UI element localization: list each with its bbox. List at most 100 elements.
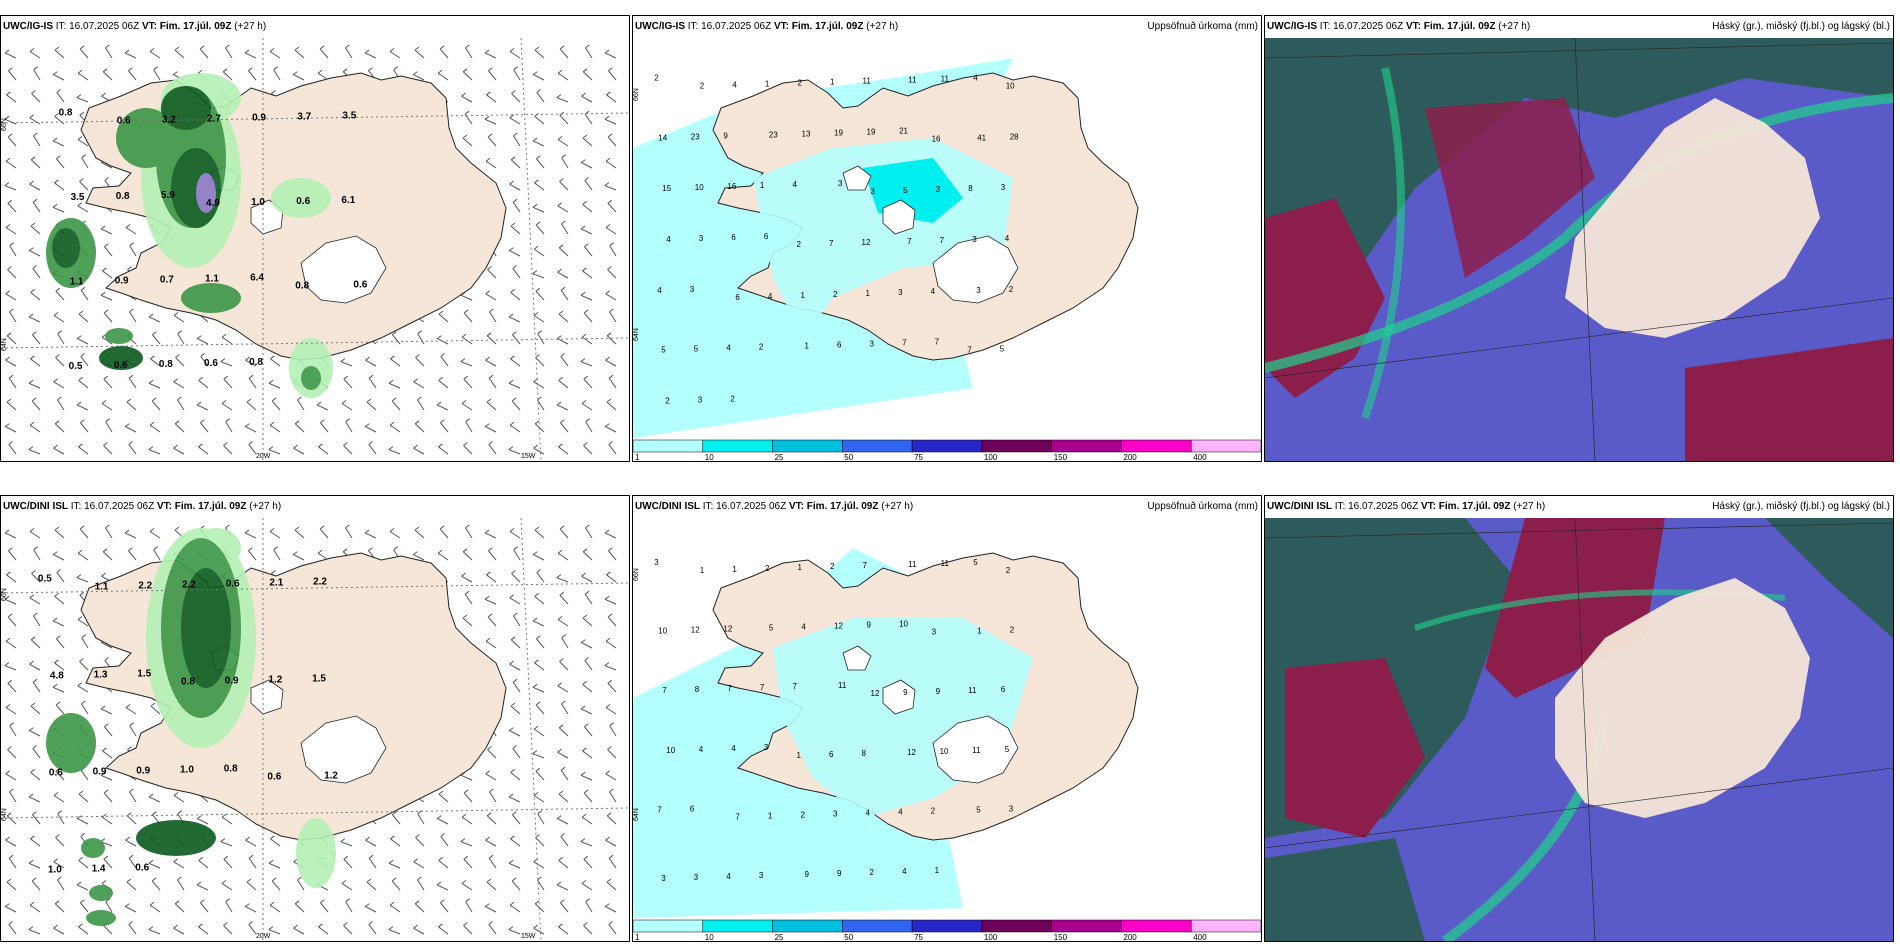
wind-barb <box>174 903 185 913</box>
wind-barb-feather <box>125 704 131 708</box>
wind-barb <box>607 202 617 213</box>
precip-value-label: 7 <box>829 239 834 248</box>
wind-barb-feather <box>152 331 157 336</box>
wind-barb <box>56 638 65 649</box>
wind-barb <box>365 906 377 913</box>
wind-barb-feather <box>560 832 566 837</box>
wind-barb-feather <box>270 835 275 840</box>
wind-barb-feather <box>198 856 203 861</box>
wind-barb <box>365 359 377 367</box>
colorbar-tick-label: 10 <box>705 453 714 461</box>
precip-value-label: 2 <box>759 343 764 352</box>
wind-barb-feather <box>509 594 515 599</box>
colorbar-swatch <box>1190 919 1261 933</box>
wind-barb <box>511 93 521 103</box>
wind-barb <box>413 74 425 81</box>
wind-barb-feather <box>197 335 202 340</box>
wind-barb <box>509 250 521 257</box>
wind-barb <box>561 703 569 715</box>
precip-value-label: 0.8 <box>159 359 173 370</box>
colorbar-swatch <box>911 439 983 453</box>
wind-barb <box>582 684 593 693</box>
wind-barb <box>103 378 113 389</box>
wind-barb-feather <box>606 878 612 883</box>
wind-barb-feather <box>487 266 492 270</box>
wind-barb-feather <box>608 440 614 445</box>
wind-barb <box>248 70 257 81</box>
wind-barb-feather <box>440 832 446 837</box>
wind-barb-feather <box>533 924 538 929</box>
wind-barb <box>461 575 473 583</box>
wind-barb-feather <box>533 792 539 796</box>
wind-barb-feather <box>319 525 325 530</box>
wind-barb-feather <box>4 115 10 120</box>
wind-barb <box>30 705 41 715</box>
lat-tick-64n: 64N <box>1 808 8 821</box>
wind-barb-feather <box>78 376 83 381</box>
wind-barb-feather <box>608 854 614 859</box>
wind-barb <box>559 661 569 671</box>
wind-barb-feather <box>29 594 35 599</box>
lat-tick-64n: 64N <box>633 808 640 821</box>
precip-value-label: 3.7 <box>297 111 311 122</box>
wind-barb-feather <box>103 309 109 314</box>
wind-barb <box>559 114 569 125</box>
wind-barb <box>223 925 233 935</box>
wind-barb <box>343 858 353 869</box>
wind-barb <box>31 880 41 891</box>
wind-barb <box>151 880 161 891</box>
wind-barb <box>77 619 89 627</box>
wind-barb <box>604 665 617 671</box>
precip-value-label: 2.7 <box>207 113 221 124</box>
wind-barb-feather <box>484 903 490 908</box>
wind-barb <box>30 358 41 367</box>
precip-value-label: 2 <box>870 868 875 877</box>
wind-barb-feather <box>30 288 36 293</box>
wind-barb <box>5 839 17 847</box>
wind-barb-feather <box>5 157 11 162</box>
valid-time: VT: Fim. 17.júl. 09Z <box>1420 501 1511 512</box>
wind-barb-feather <box>55 354 60 358</box>
wind-barb-feather <box>271 90 276 94</box>
wind-barb-feather <box>536 635 541 640</box>
precip-value-label: 4.8 <box>50 671 64 682</box>
wind-barb <box>33 549 41 561</box>
wind-barb-feather <box>605 770 611 775</box>
wind-barb <box>8 924 17 935</box>
colorbar-swatch <box>633 919 704 933</box>
wind-barb <box>271 400 281 411</box>
precip-value-label: 4 <box>732 80 737 89</box>
precip-value-label: 6 <box>735 293 740 302</box>
wind-barb-feather <box>223 922 228 926</box>
precip-value-label: 5 <box>1000 345 1005 354</box>
wind-barb-feather <box>200 352 206 357</box>
wind-barb-feather <box>53 792 59 796</box>
wind-barb <box>556 404 569 411</box>
wind-barb-feather <box>32 811 37 816</box>
precip-value-label: 11 <box>941 559 950 568</box>
lat-lon-grid <box>1 518 629 941</box>
wind-barb <box>509 117 521 125</box>
wind-barb <box>221 816 233 825</box>
variable-title: Háský (gr.), miðský (fj.bl.) og lágský (… <box>1712 501 1890 512</box>
wind-barb <box>221 403 233 411</box>
wind-barb-feather <box>319 45 325 50</box>
wind-barb <box>535 357 545 367</box>
wind-barb-feather <box>509 528 515 532</box>
wind-barb <box>221 883 233 891</box>
wind-barb <box>608 70 617 81</box>
wind-barb <box>152 334 161 345</box>
wind-barb <box>488 70 497 81</box>
wind-barb-feather <box>80 899 85 904</box>
wind-barb <box>53 795 65 803</box>
wind-barb <box>391 400 401 411</box>
wind-barb <box>101 816 113 825</box>
wind-barb <box>561 637 569 649</box>
wind-barb <box>460 774 473 781</box>
precip-value-label: 21 <box>899 126 908 135</box>
wind-barb-feather <box>510 288 516 293</box>
wind-barb-feather <box>536 569 542 573</box>
wind-barb-feather <box>30 702 36 707</box>
wind-barb-feather <box>5 423 10 428</box>
wind-barb-feather <box>460 358 466 363</box>
